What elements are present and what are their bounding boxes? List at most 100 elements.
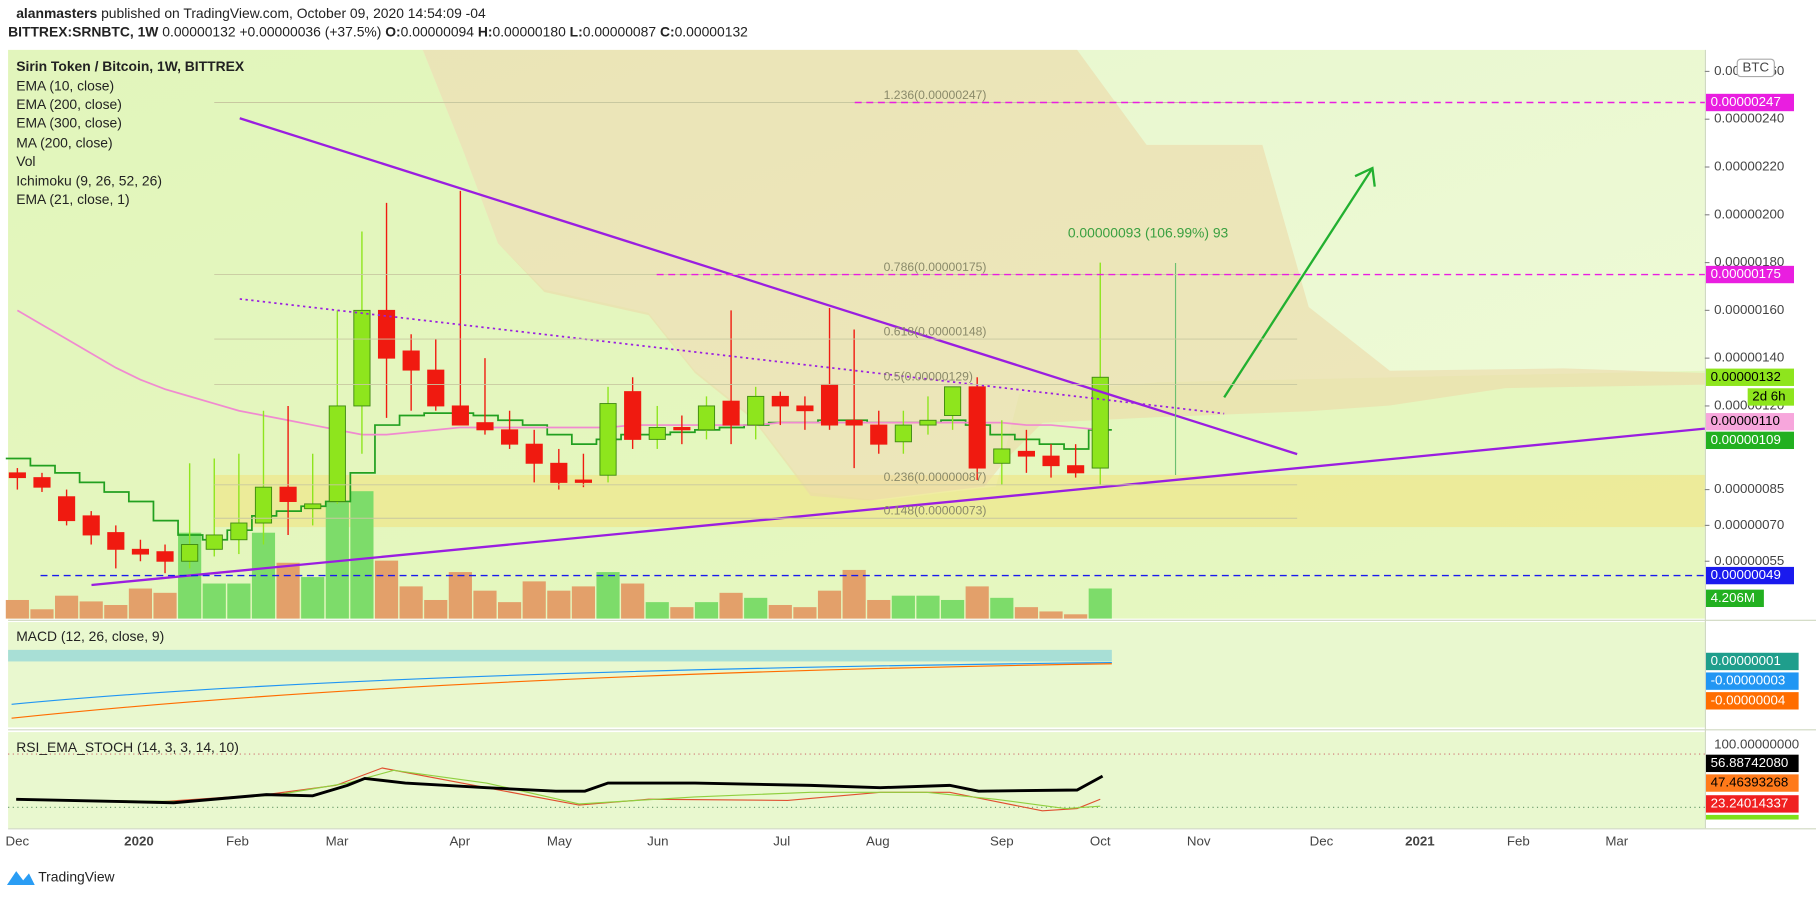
candle-body [279, 486, 297, 502]
legend-item: EMA (21, close, 1) [16, 191, 129, 207]
x-tick-label: 2020 [124, 834, 154, 849]
candle-body [427, 369, 445, 407]
y-tick-label: 0.00000180 [1714, 254, 1784, 269]
legend-item: EMA (300, close) [16, 115, 122, 131]
volume-bar [1088, 588, 1112, 619]
countdown-badge [1747, 388, 1794, 406]
price-badge-label: 0.00000132 [1711, 369, 1781, 384]
candle-body [476, 422, 494, 431]
ohlc-line: BITTREX:SRNBTC, 1W 0.00000132 +0.0000003… [8, 23, 748, 39]
fib-label: 0.5(0.00000129) [884, 370, 973, 384]
x-tick-label: May [547, 834, 572, 849]
trendline [239, 117, 1298, 456]
volume-bar [867, 599, 891, 619]
volume-bar [202, 583, 226, 619]
last: 0.00000132 [162, 23, 236, 39]
candle-body [8, 472, 26, 479]
header-line: alanmasters published on TradingView.com… [16, 5, 486, 21]
candle-body [993, 448, 1011, 464]
candle-body [722, 400, 740, 426]
volume-bar [227, 583, 251, 619]
volume-bar [153, 592, 177, 619]
candle-body [624, 391, 642, 440]
macd-histogram [8, 649, 1112, 662]
candle-body [58, 496, 76, 522]
rsi-badge [1705, 774, 1799, 792]
volume-bar [621, 583, 645, 619]
footer-logo [6, 871, 35, 885]
candle-body [550, 462, 568, 483]
l: 0.00000087 [583, 23, 657, 39]
candle-body [673, 426, 691, 431]
x-tick-label: Oct [1090, 834, 1111, 849]
candle-body [451, 405, 469, 426]
countdown: 2d 6h [1752, 388, 1785, 403]
x-tick-label: Nov [1187, 834, 1211, 849]
rsi-pane [8, 732, 1705, 829]
macd-pane [8, 622, 1705, 728]
volume-bar [1039, 611, 1063, 619]
volume-bar [817, 590, 842, 619]
volume-bar [128, 588, 153, 619]
candle-body [599, 403, 617, 476]
candle-body [648, 426, 666, 440]
candle-body [1017, 450, 1035, 457]
volume-bar [104, 604, 128, 619]
candle-body [304, 503, 322, 510]
currency-badge [1736, 58, 1775, 78]
rsi-badge-label: 56.88742080 [1711, 755, 1789, 770]
candle-body [697, 405, 716, 431]
candle-body [131, 548, 149, 555]
macd-badge-label: -0.00000004 [1711, 692, 1786, 707]
y-tick-label: 0.00000220 [1714, 159, 1784, 174]
candle-body [845, 419, 863, 426]
price-badge-label: 0.00000109 [1711, 432, 1781, 447]
candle-body [33, 477, 51, 488]
volume-bar [424, 599, 448, 619]
candle-body [230, 522, 248, 541]
volume-bar [1064, 614, 1088, 619]
trendline [91, 427, 1705, 587]
volume-bar [79, 601, 103, 619]
volume-bar [473, 590, 497, 619]
c: 0.00000132 [675, 23, 749, 39]
rsi-line [16, 774, 1104, 805]
candle-body [894, 424, 912, 443]
h: 0.00000180 [492, 23, 566, 39]
candle-body [525, 443, 543, 464]
c-label: C: [660, 23, 675, 39]
volume-bar [276, 562, 300, 619]
macd-title: MACD (12, 26, close, 9) [16, 628, 164, 644]
candle-body [870, 424, 888, 445]
rsi-badge [1705, 754, 1799, 773]
x-tick-label: Mar [1605, 834, 1628, 849]
l-label: L: [570, 23, 583, 39]
volume-badge [1705, 589, 1764, 608]
y-tick-label: 0.00000240 [1714, 111, 1784, 126]
price-badge-label: 0.00000110 [1711, 413, 1780, 428]
candle-body [919, 419, 937, 426]
x-tick-label: Mar [326, 834, 349, 849]
price-badge [1705, 93, 1794, 112]
candle-body [377, 309, 396, 359]
y-tick-label: 0.00000140 [1714, 350, 1784, 365]
volume-bar [891, 595, 915, 619]
price-badge [1705, 413, 1794, 431]
legend-item: EMA (10, close) [16, 78, 114, 94]
macd-badge [1705, 692, 1799, 710]
volume-bar [301, 577, 325, 619]
symbol: BITTREX:SRNBTC, 1W [8, 23, 159, 39]
candle-body [254, 486, 273, 524]
volume-label: 4.206M [1711, 590, 1755, 605]
fib-label: 0.618(0.00000148) [884, 324, 987, 338]
measure-label: 0.00000093 (106.99%) 93 [1068, 225, 1229, 241]
price-badge [1705, 566, 1794, 585]
legend-title: Sirin Token / Bitcoin, 1W, BITTREX [16, 58, 245, 74]
candle-body [771, 395, 789, 407]
candle-body [1042, 455, 1060, 467]
arrow [1223, 167, 1374, 399]
author: alanmasters [16, 5, 97, 21]
candle-body [796, 405, 814, 412]
